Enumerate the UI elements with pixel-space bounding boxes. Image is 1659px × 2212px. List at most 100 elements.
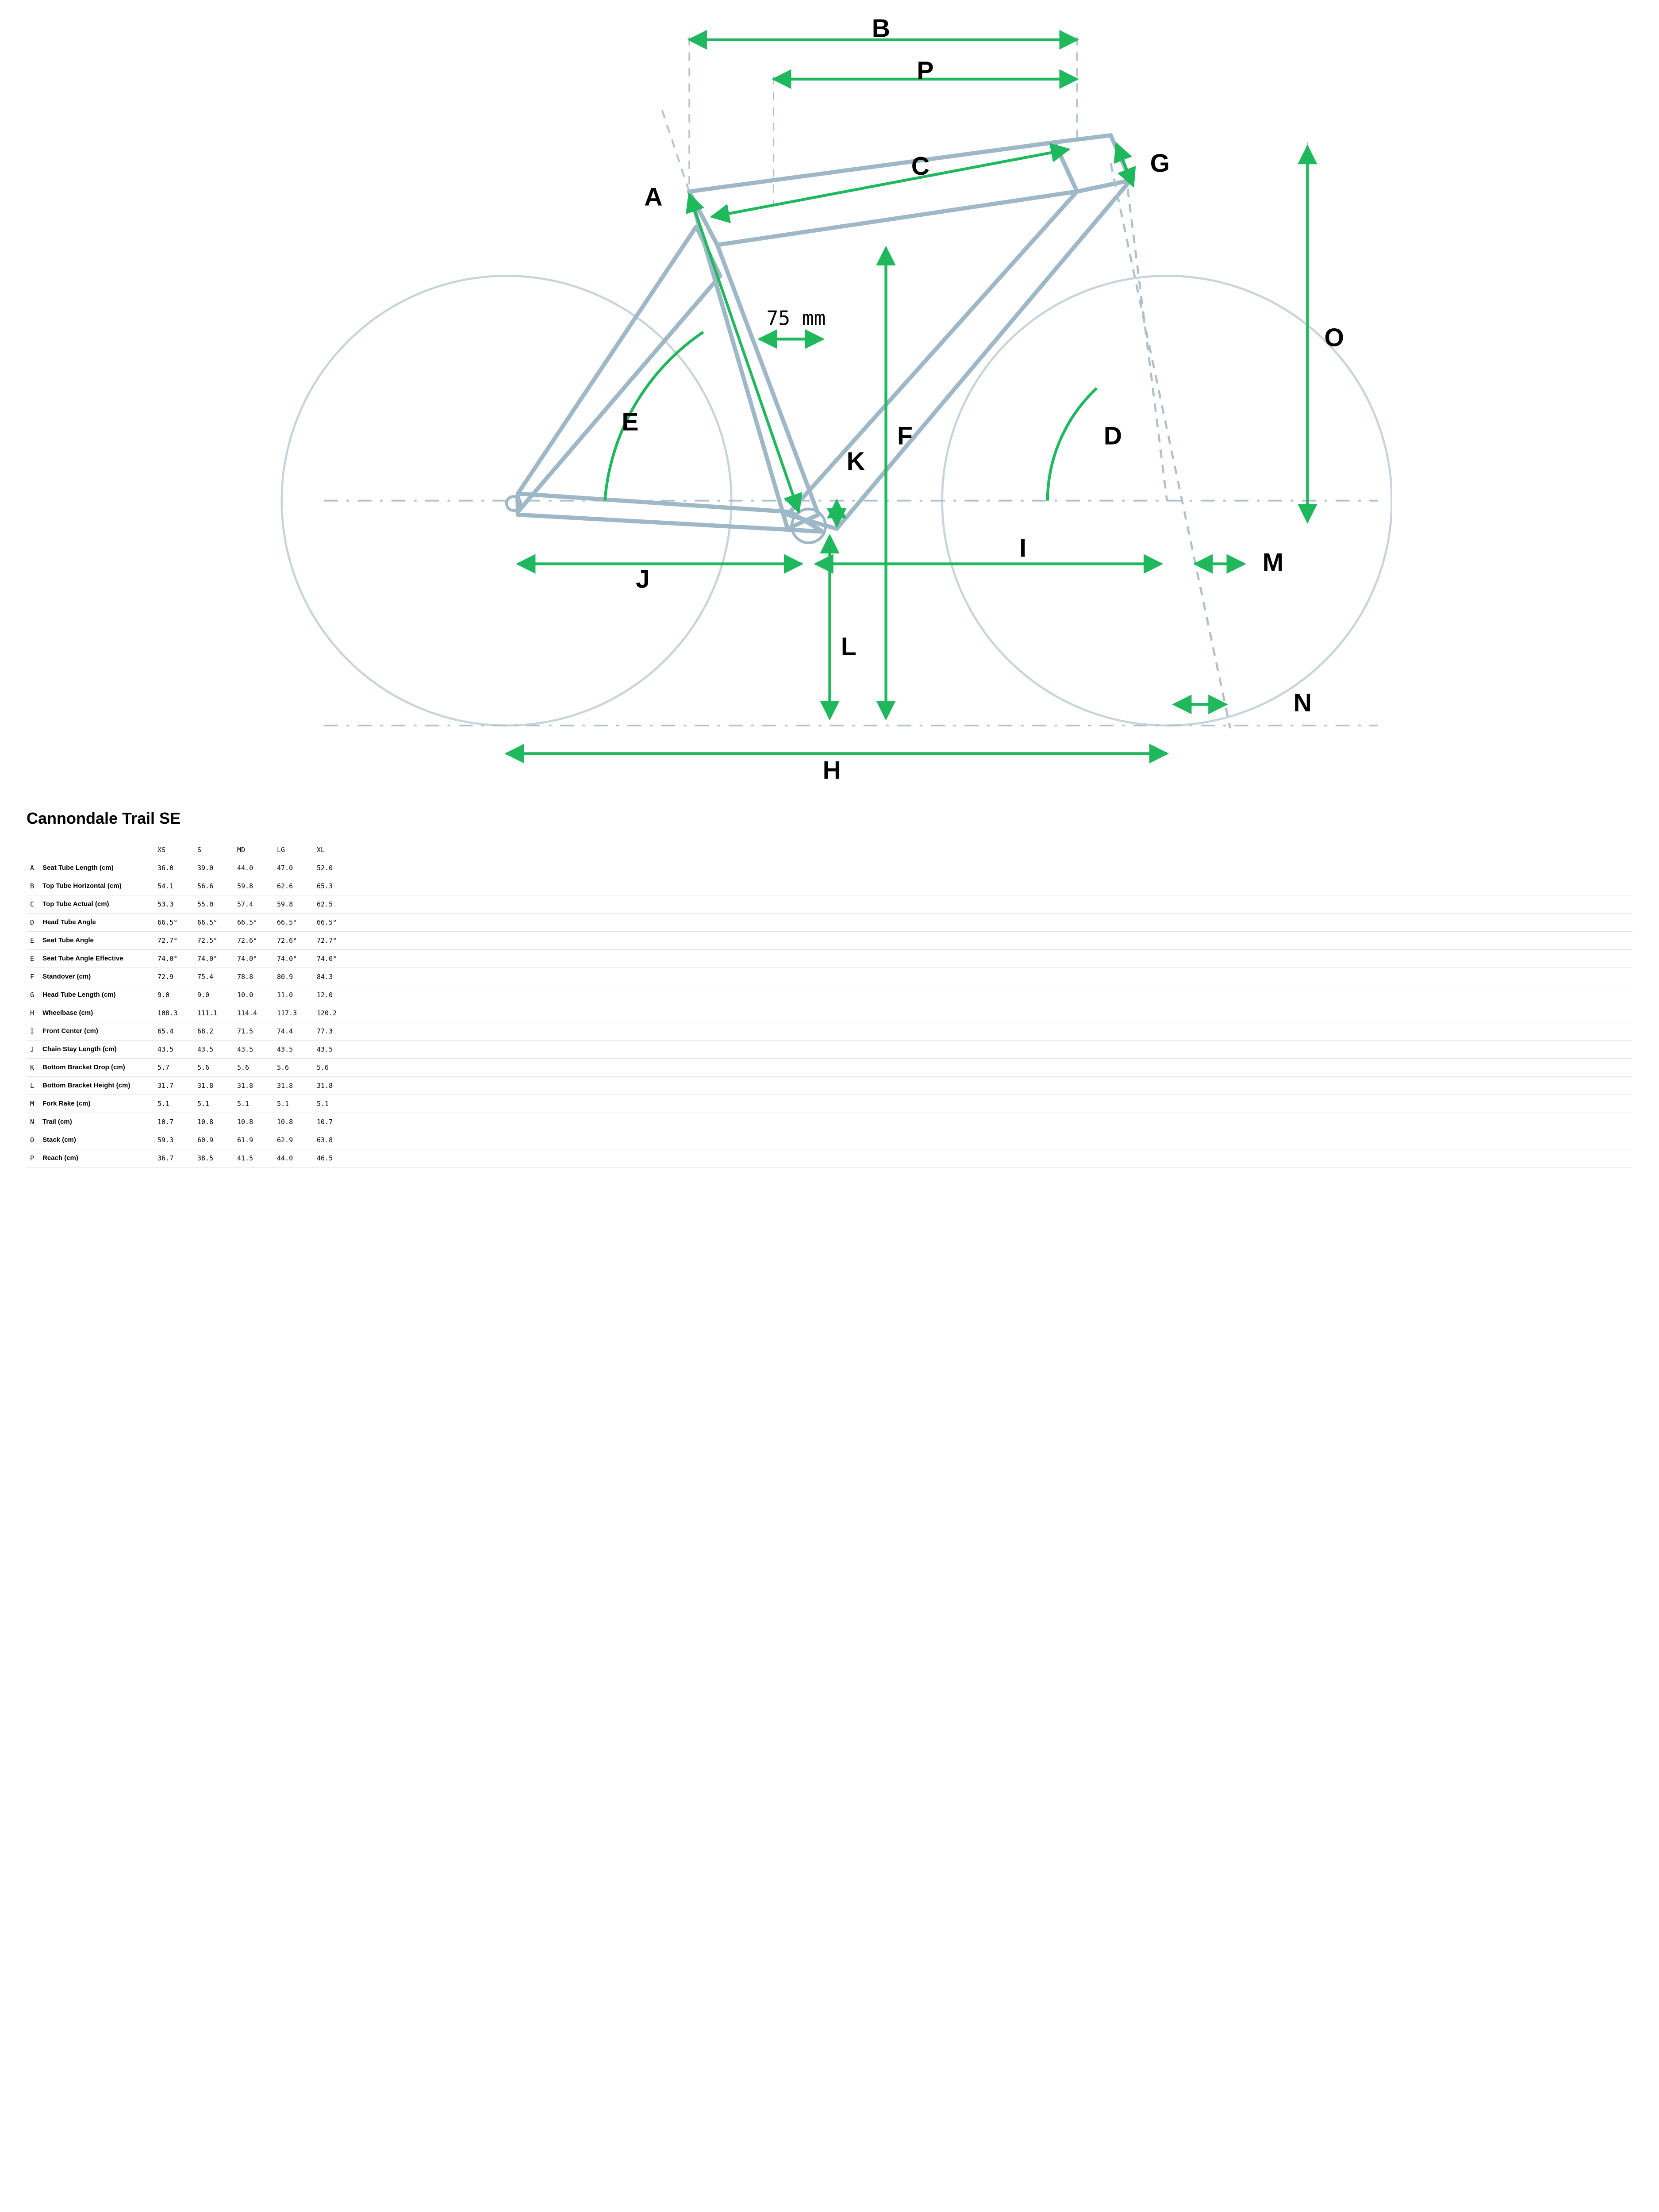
- diagram-label-G: G: [1150, 149, 1169, 177]
- row-label: Front Center (cm): [39, 1022, 154, 1040]
- row-value: 46.5: [313, 1149, 353, 1167]
- diagram-label-O: O: [1324, 323, 1344, 352]
- row-value: 31.8: [313, 1076, 353, 1094]
- size-col-2: MD: [234, 841, 273, 859]
- row-label: Standover (cm): [39, 968, 154, 986]
- table-row: BTop Tube Horizontal (cm)54.156.659.862.…: [27, 877, 1632, 895]
- row-value: 43.5: [154, 1040, 194, 1058]
- diagram-label-J: J: [636, 565, 650, 594]
- row-label: Seat Tube Angle Effective: [39, 949, 154, 968]
- diagram-label-B: B: [872, 15, 890, 43]
- row-value: 59.3: [154, 1131, 194, 1149]
- table-row: CTop Tube Actual (cm)53.355.057.459.862.…: [27, 895, 1632, 913]
- diagram-label-E: E: [622, 408, 638, 436]
- row-value: 84.3: [313, 968, 353, 986]
- diagram-label-A: A: [644, 183, 662, 211]
- diagram-label-M: M: [1262, 548, 1283, 576]
- row-letter: J: [27, 1040, 39, 1058]
- row-value: 10.7: [313, 1113, 353, 1131]
- row-value: 66.5°: [273, 913, 313, 931]
- row-label: Bottom Bracket Drop (cm): [39, 1058, 154, 1076]
- table-row: KBottom Bracket Drop (cm)5.75.65.65.65.6: [27, 1058, 1632, 1076]
- row-value: 31.8: [194, 1076, 234, 1094]
- row-value: 55.0: [194, 895, 234, 913]
- row-value: 72.7°: [313, 931, 353, 949]
- row-value: 65.4: [154, 1022, 194, 1040]
- table-row: OStack (cm)59.360.961.962.963.8: [27, 1131, 1632, 1149]
- table-row: DHead Tube Angle66.5°66.5°66.5°66.5°66.5…: [27, 913, 1632, 931]
- row-letter: K: [27, 1058, 39, 1076]
- diagram-label-N: N: [1293, 689, 1311, 717]
- diagram-label-L: L: [841, 633, 856, 661]
- row-value: 68.2: [194, 1022, 234, 1040]
- row-value: 59.8: [234, 877, 273, 895]
- row-letter: E: [27, 949, 39, 968]
- row-value: 5.6: [234, 1058, 273, 1076]
- geometry-table: XS S MD LG XL ASeat Tube Length (cm)36.0…: [27, 841, 1632, 1167]
- bike-frame-svg: A B C D E F G H I J K L M N O P 75 mm: [268, 9, 1392, 796]
- size-col-0: XS: [154, 841, 194, 859]
- row-value: 10.8: [234, 1113, 273, 1131]
- row-value: 43.5: [273, 1040, 313, 1058]
- row-value: 72.6°: [273, 931, 313, 949]
- row-value: 74.4: [273, 1022, 313, 1040]
- row-label: Reach (cm): [39, 1149, 154, 1167]
- row-letter: N: [27, 1113, 39, 1131]
- row-value: 72.9: [154, 968, 194, 986]
- row-value: 120.2: [313, 1004, 353, 1022]
- row-letter: I: [27, 1022, 39, 1040]
- row-value: 74.0°: [313, 949, 353, 968]
- row-value: 5.7: [154, 1058, 194, 1076]
- row-value: 74.0°: [273, 949, 313, 968]
- row-value: 114.4: [234, 1004, 273, 1022]
- row-value: 72.6°: [234, 931, 273, 949]
- table-row: GHead Tube Length (cm)9.09.010.011.012.0: [27, 986, 1632, 1004]
- table-row: ESeat Tube Angle72.7°72.5°72.6°72.6°72.7…: [27, 931, 1632, 949]
- row-letter: G: [27, 986, 39, 1004]
- row-value: 59.8: [273, 895, 313, 913]
- row-value: 72.7°: [154, 931, 194, 949]
- table-row: IFront Center (cm)65.468.271.574.477.3: [27, 1022, 1632, 1040]
- size-col-4: XL: [313, 841, 353, 859]
- diagram-label-F: F: [897, 422, 912, 450]
- row-value: 5.1: [234, 1094, 273, 1113]
- row-value: 78.8: [234, 968, 273, 986]
- row-value: 111.1: [194, 1004, 234, 1022]
- row-letter: H: [27, 1004, 39, 1022]
- row-value: 36.0: [154, 859, 194, 877]
- row-value: 10.8: [273, 1113, 313, 1131]
- row-value: 5.1: [313, 1094, 353, 1113]
- table-header-row: XS S MD LG XL: [27, 841, 1632, 859]
- row-letter: P: [27, 1149, 39, 1167]
- table-row: ASeat Tube Length (cm)36.039.044.047.052…: [27, 859, 1632, 877]
- row-value: 10.0: [234, 986, 273, 1004]
- row-value: 10.8: [194, 1113, 234, 1131]
- diagram-label-D: D: [1103, 422, 1121, 450]
- row-value: 10.7: [154, 1113, 194, 1131]
- size-col-1: S: [194, 841, 234, 859]
- row-value: 71.5: [234, 1022, 273, 1040]
- row-label: Wheelbase (cm): [39, 1004, 154, 1022]
- diagram-label-H: H: [822, 757, 841, 785]
- row-value: 63.8: [313, 1131, 353, 1149]
- row-letter: A: [27, 859, 39, 877]
- row-label: Stack (cm): [39, 1131, 154, 1149]
- row-value: 66.5°: [194, 913, 234, 931]
- table-row: LBottom Bracket Height (cm)31.731.831.83…: [27, 1076, 1632, 1094]
- row-value: 5.1: [194, 1094, 234, 1113]
- row-value: 31.7: [154, 1076, 194, 1094]
- row-value: 52.0: [313, 859, 353, 877]
- row-label: Top Tube Horizontal (cm): [39, 877, 154, 895]
- row-value: 12.0: [313, 986, 353, 1004]
- row-value: 108.3: [154, 1004, 194, 1022]
- row-value: 31.8: [234, 1076, 273, 1094]
- row-value: 56.6: [194, 877, 234, 895]
- row-value: 74.0°: [154, 949, 194, 968]
- diagram-label-C: C: [911, 152, 929, 180]
- row-value: 117.3: [273, 1004, 313, 1022]
- row-letter: O: [27, 1131, 39, 1149]
- row-label: Bottom Bracket Height (cm): [39, 1076, 154, 1094]
- table-row: HWheelbase (cm)108.3111.1114.4117.3120.2: [27, 1004, 1632, 1022]
- row-value: 5.6: [313, 1058, 353, 1076]
- row-value: 53.3: [154, 895, 194, 913]
